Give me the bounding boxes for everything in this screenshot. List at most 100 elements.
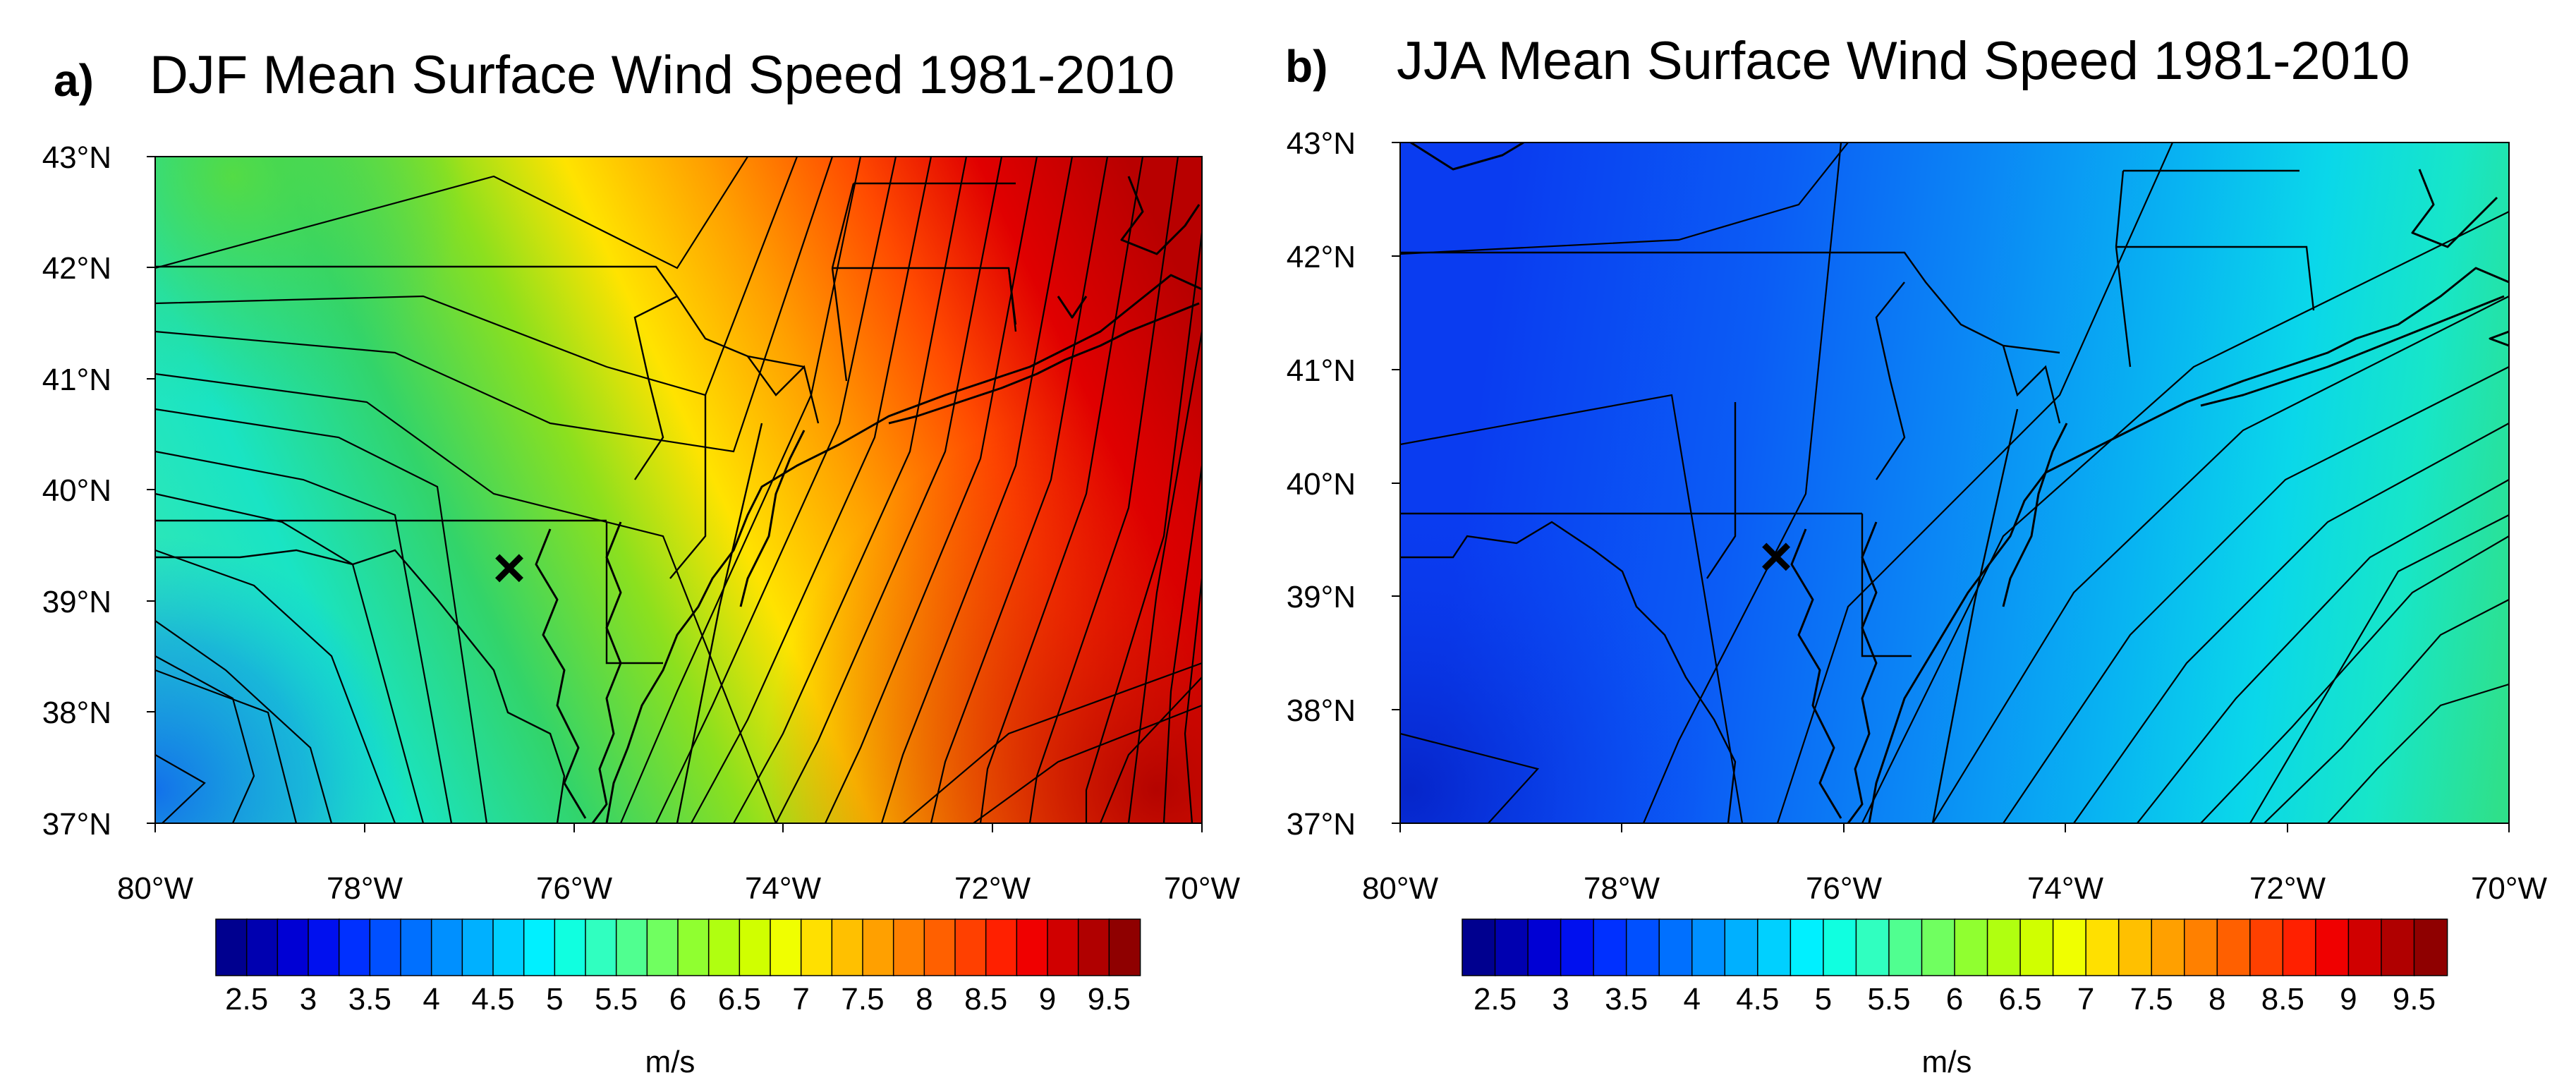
panel-b-colorbar-label: 8.5	[2261, 982, 2304, 1017]
panel-b-colorbar-swatch	[2249, 918, 2284, 976]
panel-a-borders	[155, 182, 1017, 823]
panel-b-colorbar-swatch	[1494, 918, 1529, 976]
panel-b-colorbar-swatch	[1462, 918, 1496, 976]
panel-b-colorbar-label: 2.5	[1474, 982, 1517, 1017]
panel-a-contours	[155, 157, 1202, 823]
panel-a: a) DJF Mean Surface Wind Speed 1981-2010	[42, 45, 1241, 1079]
panel-a-colorbar-label: 6.5	[718, 982, 761, 1017]
panel-a-colorbar-label: 6	[669, 982, 686, 1017]
panel-b-colorbar-swatch	[2019, 918, 2054, 976]
panel-a-colorbar-swatch	[739, 918, 772, 976]
panel-b-colorbar-swatch	[1724, 918, 1759, 976]
panel-b-colorbar-swatch	[2381, 918, 2415, 976]
panel-b-colorbar-swatch	[2052, 918, 2087, 976]
panel-a-colorbar-label: 8.5	[964, 982, 1007, 1017]
panel-a-colorbar-swatch	[585, 918, 618, 976]
panel-a-x-axis: 80°W 78°W 76°W 74°W 72°W 70°W	[117, 823, 1240, 906]
panel-b-ytick-label: 37°N	[1287, 807, 1356, 842]
panel-b-xtick-label: 70°W	[2471, 871, 2548, 906]
panel-a-colorbar-swatch	[862, 918, 895, 976]
panel-b-colorbar-label: 8	[2209, 982, 2225, 1017]
panel-b-colorbar-swatch	[1691, 918, 1726, 976]
panel-a-colorbar-label: 4	[423, 982, 439, 1017]
panel-b-low-wind-zone	[1400, 142, 2509, 823]
panel-a-colorbar-swatch	[707, 918, 741, 976]
panel-a-colorbar-swatch	[338, 918, 371, 976]
panel-b-map: ×	[1400, 142, 2509, 823]
panel-a-xtick-label: 80°W	[117, 871, 194, 906]
panel-b-colorbar-swatch	[1593, 918, 1628, 976]
panel-a-colorbar-label: 5.5	[595, 982, 638, 1017]
panel-b-colorbar-swatch	[2118, 918, 2153, 976]
panel-a-ytick-label: 41°N	[42, 363, 111, 397]
panel-b-colorbar-swatch	[1921, 918, 1956, 976]
panel-a-ytick-label: 43°N	[42, 140, 111, 175]
panel-a-colorbar-label: 3	[300, 982, 317, 1017]
panel-b-colorbar-swatch	[1625, 918, 1660, 976]
panel-a-colorbar-label: 9.5	[1088, 982, 1131, 1017]
panel-a-colorbar-swatch	[554, 918, 587, 976]
panel-b-xtick-label: 78°W	[1584, 871, 1660, 906]
panel-a-coastline	[535, 176, 1202, 823]
panel-a-colorbar-swatch	[245, 918, 279, 976]
panel-a-location-marker: ×	[493, 536, 526, 599]
panel-a-y-axis: 43°N 42°N 41°N 40°N 39°N 38°N 37°N	[42, 140, 155, 842]
panel-a-colorbar-swatch	[1047, 918, 1080, 976]
panel-b-colorbar-label: 5.5	[1867, 982, 1910, 1017]
panel-b-colorbar-label: 9	[2340, 982, 2357, 1017]
panel-b-ytick-label: 39°N	[1287, 580, 1356, 614]
panel-a-colorbar-swatch	[492, 918, 525, 976]
panel-b-letter: b)	[1285, 41, 1328, 92]
panel-b-contours	[1400, 142, 2509, 823]
panel-a-colorbar-swatch	[308, 918, 341, 976]
panel-a-colorbar: 2.5 3 3.5 4 4.5 5 5.5 6 6.5 7 7.5 8 8.5 9 9.5	[215, 918, 1141, 1017]
panel-b-colorbar-swatch	[1658, 918, 1694, 976]
panel-b-colorbar-label: 3	[1552, 982, 1569, 1017]
panel-b-colorbar-swatch	[1888, 918, 1923, 976]
panel-b-ytick-label: 40°N	[1287, 467, 1356, 502]
panel-a-greenish-zone	[155, 157, 1202, 823]
panel-a-letter: a)	[54, 55, 94, 106]
panel-a-xtick-label: 78°W	[327, 871, 403, 906]
panel-a-colorbar-swatch	[770, 918, 803, 976]
panel-a-colorbar-swatch	[615, 918, 648, 976]
panel-a-colorbar-swatch	[430, 918, 463, 976]
panel-b-x-axis: 80°W 78°W 76°W 74°W 72°W 70°W	[1362, 823, 2548, 906]
panel-a-colorbar-swatch	[800, 918, 833, 976]
panel-b-colorbar-swatch	[2315, 918, 2350, 976]
panel-b-ytick-label: 38°N	[1287, 693, 1356, 728]
panel-b-colorbar-label: 6	[1946, 982, 1963, 1017]
panel-b-colorbar-label: 7	[2077, 982, 2094, 1017]
panel-a-colorbar-swatch	[1077, 918, 1110, 976]
panel-b-location-marker: ×	[1760, 525, 1793, 588]
panel-a-xtick-label: 72°W	[954, 871, 1031, 906]
panel-a-colorbar-swatch	[985, 918, 1018, 976]
panel-b-colorbar-swatch	[1757, 918, 1792, 976]
panel-a-ytick-label: 38°N	[42, 696, 111, 730]
panel-a-xtick-label: 74°W	[745, 871, 822, 906]
panel-b: b) JJA Mean Surface Wind Speed 1981-2010	[1285, 31, 2547, 1079]
panel-a-colorbar-swatch	[215, 918, 248, 976]
panel-a-map: ×	[155, 157, 1202, 823]
panel-b-colorbar-unit: m/s	[1922, 1045, 1972, 1079]
panel-a-colorbar-swatch	[369, 918, 402, 976]
panel-a-title: DJF Mean Surface Wind Speed 1981-2010	[150, 45, 1174, 105]
panel-b-colorbar-label: 6.5	[1998, 982, 2041, 1017]
panel-b-colorbar-swatch	[2183, 918, 2218, 976]
panel-a-colorbar-swatch	[646, 918, 679, 976]
panel-a-ytick-label: 42°N	[42, 251, 111, 286]
panel-b-colorbar-swatch	[2216, 918, 2252, 976]
panel-a-colorbar-label: 3.5	[348, 982, 391, 1017]
panel-b-colorbar: 2.5 3 3.5 4 4.5 5 5.5 6 6.5 7 7.5 8 8.5 9 9.5	[1462, 918, 2448, 1017]
panel-a-ytick-label: 37°N	[42, 807, 111, 842]
panel-a-colorbar-label: 5	[546, 982, 563, 1017]
panel-b-colorbar-swatch	[1790, 918, 1825, 976]
panel-a-ytick-label: 40°N	[42, 473, 111, 508]
panel-b-colorbar-swatch	[2085, 918, 2120, 976]
panel-b-colorbar-swatch	[1560, 918, 1595, 976]
panel-a-colorbar-swatch	[923, 918, 956, 976]
panel-a-colorbar-swatch	[523, 918, 556, 976]
panel-a-colorbar-unit: m/s	[645, 1045, 695, 1079]
panel-a-colorbar-swatch	[400, 918, 433, 976]
